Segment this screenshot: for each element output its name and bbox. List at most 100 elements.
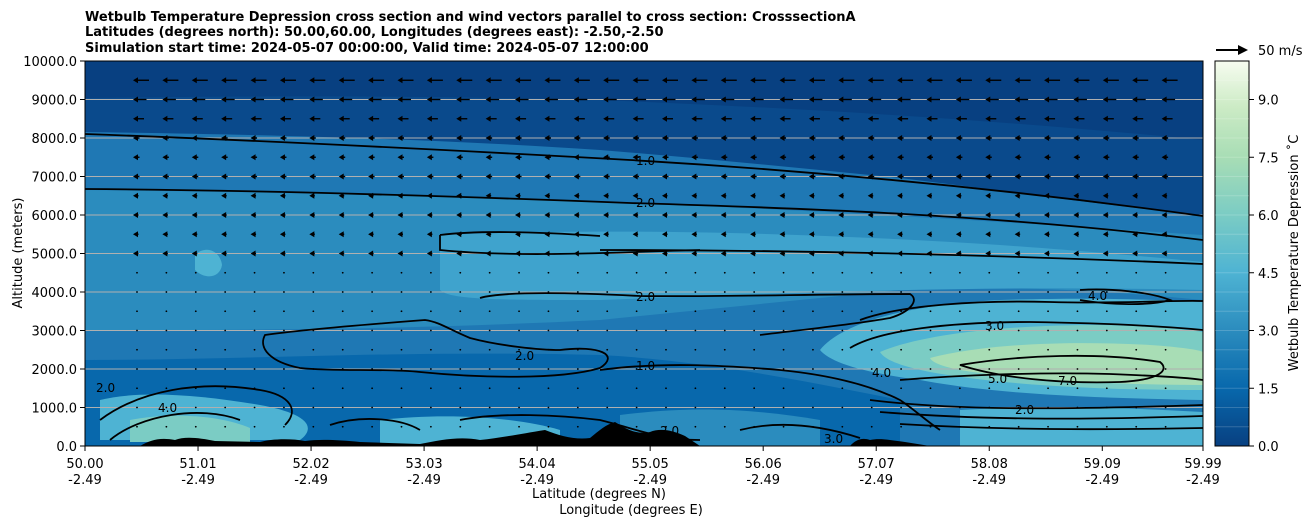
wind-vector-head [1014, 192, 1020, 199]
wind-vector-point [900, 387, 903, 390]
wind-vector-head [808, 154, 814, 161]
wind-vector-point [723, 425, 726, 428]
wind-vector-head [603, 154, 609, 161]
wind-vector-head [250, 115, 256, 122]
wind-vector-point [694, 425, 697, 428]
wind-vector-head [750, 115, 756, 122]
wind-vector-head [779, 250, 785, 257]
wind-vector-point [1164, 348, 1167, 351]
wind-vector-point [958, 348, 961, 351]
wind-vector-head [838, 135, 844, 141]
wind-vector-head [573, 96, 579, 103]
wind-vector-point [371, 329, 374, 332]
wind-vector-point [635, 348, 638, 351]
x-tick-label-lon: -2.49 [407, 473, 441, 488]
wind-vector-head [397, 96, 403, 103]
colorbar-ticks: 0.0 1.5 3.0 4.5 6.0 7.5 9.0 [1249, 94, 1279, 455]
wind-vector-point [753, 291, 756, 293]
wind-vector-point [224, 368, 227, 370]
wind-vector-point [958, 387, 961, 390]
wind-vector-point [929, 368, 932, 370]
contour-2.0-upper [85, 188, 1203, 241]
y-tick-label: 4000.0 [32, 286, 78, 301]
wind-vector-point [312, 271, 315, 274]
wind-vector-point [1164, 291, 1167, 293]
wind-vector-point [1076, 310, 1079, 313]
wind-vector-point [253, 406, 256, 409]
wind-vector-point [518, 310, 520, 313]
wind-vector-head [985, 231, 991, 238]
wind-vector-head [338, 250, 344, 257]
wind-vector-head [603, 96, 609, 103]
wind-vector-point [488, 406, 491, 409]
wind-vector-head [955, 250, 961, 257]
wind-vector-head [485, 212, 491, 218]
wind-vector-head [808, 77, 814, 84]
wind-vector-point [371, 368, 374, 370]
wind-vector-head [985, 173, 991, 180]
wind-vector-point [136, 368, 138, 370]
wind-vector-head [1044, 154, 1050, 161]
wind-vector-point [635, 271, 638, 274]
wind-vector-point [841, 406, 844, 409]
wind-vector-head [1014, 115, 1020, 122]
x-axis-label-line-2: Longitude (degrees E) [559, 503, 703, 518]
wind-vector-head [838, 96, 844, 103]
wind-vector-point [606, 291, 609, 293]
wind-vector-point [400, 348, 403, 351]
wind-vector-head [926, 154, 932, 161]
wind-vector-head [544, 154, 550, 161]
wind-vector-head [808, 192, 814, 199]
contour-near-surface [99, 385, 861, 441]
wind-vector-head [515, 135, 521, 141]
wind-vector-point [1076, 387, 1079, 390]
wind-vector-head [779, 231, 785, 238]
wind-vector-point [723, 329, 726, 332]
wind-vector-point [576, 425, 579, 428]
wind-vector-point [576, 387, 579, 390]
wind-vector-head [221, 173, 227, 180]
contour-labels: 1.0 2.0 2.0 1.0 4.0 5.0 3.0 4.0 2.0 7.0 … [96, 154, 1107, 446]
wind-vector-point [635, 291, 638, 293]
wind-vector-head [456, 250, 462, 257]
wind-vector-head [1132, 192, 1138, 199]
wind-vector-head [456, 212, 462, 218]
wind-vector-point [547, 348, 550, 351]
x-tick-label-lat: 55.05 [632, 457, 669, 472]
wind-vector-head [162, 212, 168, 218]
wind-vector-point [518, 406, 520, 409]
wind-vector-head [720, 96, 726, 103]
wind-vector-point [929, 271, 932, 274]
wind-vector-point [253, 425, 256, 428]
quiver-key-label: 50 m/s [1258, 44, 1303, 59]
wind-vector-head [338, 192, 344, 199]
wind-vector-head [426, 115, 432, 122]
wind-vector-head [632, 231, 638, 238]
wind-vector-point [194, 348, 197, 351]
wind-vector-point [870, 406, 873, 409]
y-tick-label: 0.0 [56, 440, 77, 455]
wind-vector-point [459, 368, 462, 370]
wind-vector-point [1076, 406, 1079, 409]
wind-vector-head [926, 96, 932, 103]
wind-vector-head [338, 135, 344, 141]
wind-vector-point [136, 291, 138, 293]
wind-vector-point [194, 271, 197, 274]
wind-vector-head [1161, 231, 1167, 238]
wind-vector-head [221, 231, 227, 238]
wind-vector-point [900, 291, 903, 293]
wind-vector-head [897, 96, 903, 103]
wind-vector-head [1102, 96, 1108, 103]
wind-vector-point [1105, 291, 1108, 293]
wind-vector-point [576, 406, 579, 409]
wind-vector-head [720, 212, 726, 218]
wind-vector-point [224, 425, 227, 428]
wind-vector-head [691, 154, 697, 161]
wind-vector-point [371, 291, 374, 293]
wind-vector-point [488, 291, 491, 293]
wind-vector-head [191, 135, 197, 141]
wind-vector-head [544, 250, 550, 257]
x-tick-label-lat: 58.08 [971, 457, 1008, 472]
wind-vector-point [1017, 310, 1020, 313]
